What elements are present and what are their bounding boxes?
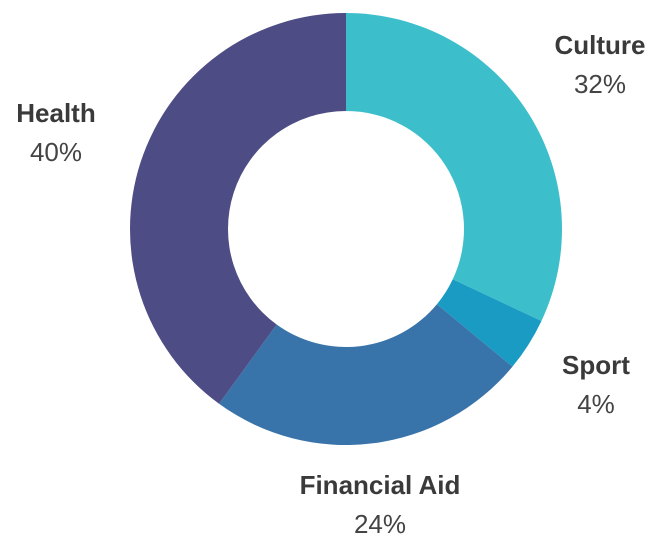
- slice-label: Financial Aid: [300, 470, 461, 500]
- donut-slice: [436, 279, 542, 367]
- slice-label: Health: [16, 98, 95, 128]
- donut-slice: [130, 13, 346, 404]
- donut-slice: [346, 13, 562, 321]
- slice-value-label: 32%: [574, 69, 626, 99]
- slice-value-label: 4%: [577, 389, 615, 419]
- slice-value-label: 24%: [354, 509, 406, 539]
- slice-label: Culture: [555, 30, 646, 60]
- slice-label: Sport: [562, 350, 630, 380]
- donut-slice: [219, 304, 513, 445]
- slice-value-label: 40%: [30, 137, 82, 167]
